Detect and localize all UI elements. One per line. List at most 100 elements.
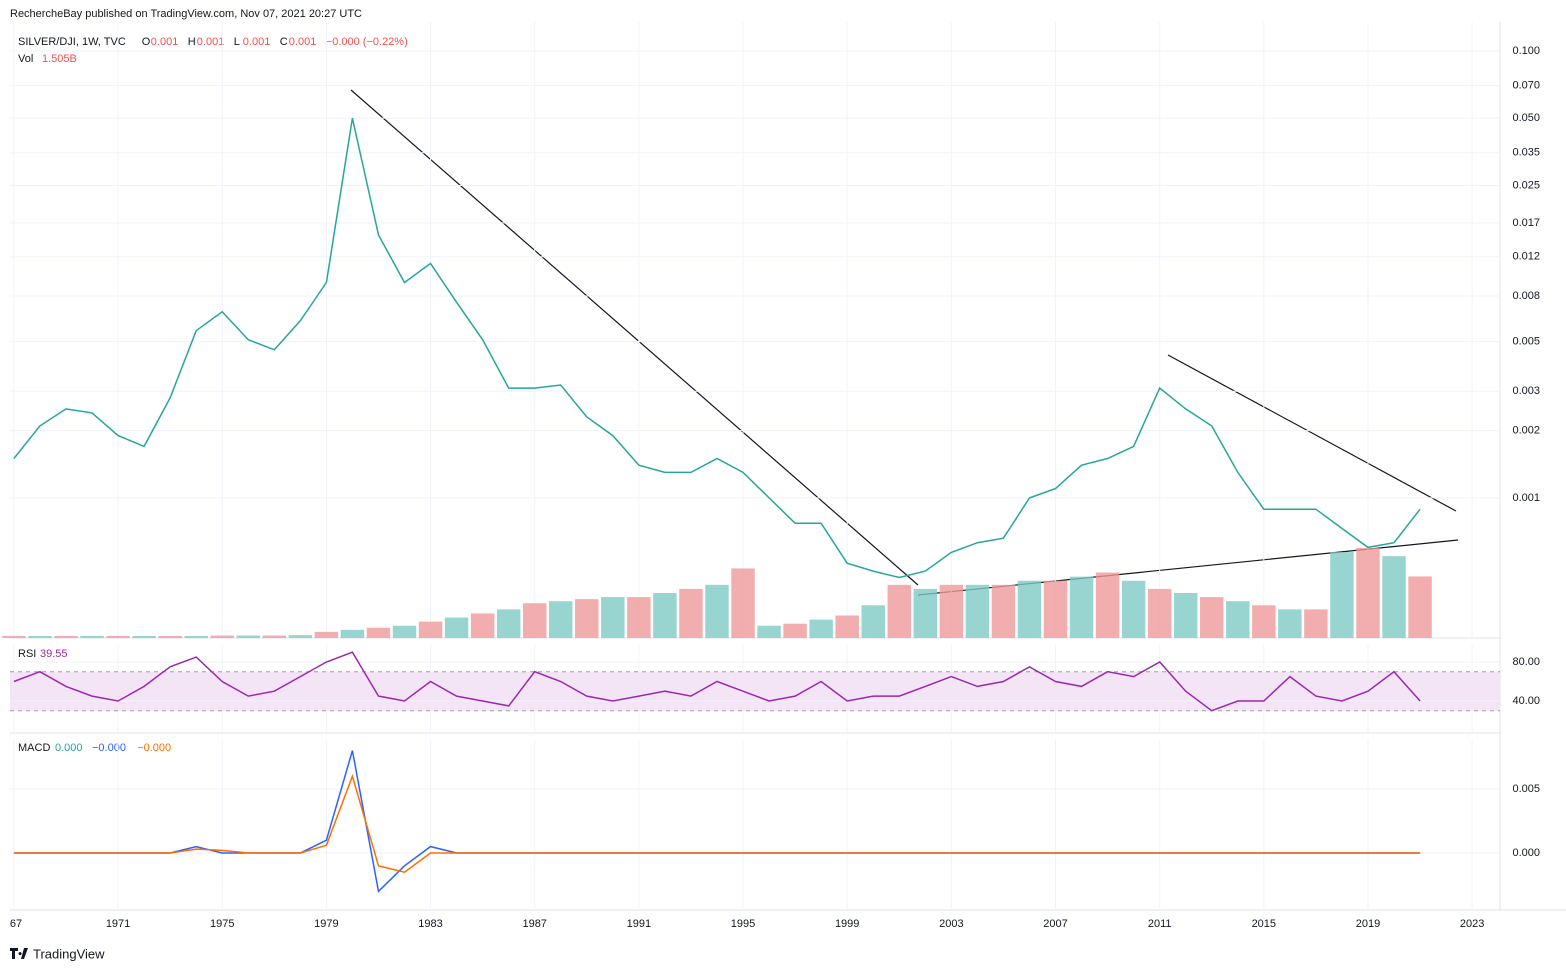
legend-label: Vol: [18, 53, 33, 65]
y-tick-label: 0.005: [1512, 783, 1540, 795]
volume-bar: [210, 635, 234, 638]
volume-bar: [314, 631, 339, 638]
volume-bar: [132, 635, 156, 638]
legend-name: SILVER/DJI, 1W, TVC: [18, 36, 126, 48]
volume-bar: [1017, 580, 1042, 638]
logo: TradingView: [10, 946, 105, 961]
series-line: [13, 651, 1421, 712]
volume-bar: [549, 601, 573, 638]
brand: TradingView: [33, 946, 105, 961]
x-tick-label: 2015: [1252, 918, 1276, 930]
volume-bar: [1408, 576, 1432, 638]
y-tick-label: 0.100: [1512, 45, 1540, 57]
volume-bar: [913, 588, 938, 638]
y-tick-label: 0.002: [1512, 424, 1540, 436]
legend-change: −0.000 (−0.22%): [326, 36, 408, 48]
volume-bar: [1226, 601, 1250, 638]
legend-value: 0.001: [197, 36, 225, 48]
volume-bar: [366, 627, 391, 638]
y-tick-label: 0.005: [1512, 336, 1540, 348]
volume-bar: [1382, 556, 1406, 638]
x-tick-label: 1983: [418, 918, 442, 930]
legend-value: −0.000: [137, 742, 171, 754]
legend-label: RSI: [18, 648, 36, 660]
legend-value: 0.000: [55, 742, 83, 754]
volume-bar: [470, 613, 495, 638]
series-line: [13, 118, 1421, 579]
volume-bar: [1304, 609, 1328, 638]
volume-bar: [28, 635, 52, 638]
x-tick-label: 2023: [1460, 918, 1484, 930]
volume-bar: [184, 635, 208, 638]
volume-bar: [861, 605, 885, 638]
legend-value: 0.001: [243, 36, 271, 48]
volume-bar: [679, 588, 703, 638]
legend-label: H: [188, 36, 196, 48]
volume-bar: [835, 615, 859, 638]
volume-bar: [757, 625, 781, 638]
volume-bar: [158, 635, 182, 638]
volume-bar: [783, 623, 807, 638]
volume-bar: [1069, 576, 1094, 638]
volume-bar: [80, 635, 104, 638]
volume-bar: [288, 635, 313, 638]
volume-bar: [705, 584, 729, 638]
trend-line: [1167, 354, 1457, 512]
volume-bar: [991, 584, 1016, 638]
legend-label: O: [142, 36, 151, 48]
rsi-band: [10, 671, 1500, 711]
legend-label: L: [234, 36, 240, 48]
volume-bar: [1095, 572, 1120, 638]
legend-value: 0.001: [151, 36, 179, 48]
series-line: [13, 750, 1421, 893]
volume-bar: [1252, 605, 1276, 638]
volume-bar: [939, 584, 964, 638]
volume-bar: [1147, 588, 1172, 638]
y-tick-label: 0.008: [1512, 290, 1540, 302]
volume-bar: [809, 619, 833, 638]
x-tick-label: 2011: [1148, 918, 1172, 930]
volume-bar: [1330, 552, 1354, 638]
y-tick-label: 0.035: [1512, 147, 1540, 159]
y-tick-label: 0.012: [1512, 251, 1540, 263]
legend: SILVER/DJI, 1W, TVC O 0.001 H 0.001 L 0.001 C 0.…: [18, 36, 408, 754]
y-tick-label: 0.003: [1512, 385, 1540, 397]
volume-bar: [418, 621, 443, 638]
x-tick-label: 1975: [210, 918, 234, 930]
legend-value: 39.55: [40, 648, 68, 660]
volume-bar: [522, 603, 547, 638]
volume-bar: [627, 597, 651, 638]
volume-bar: [262, 635, 287, 638]
volume-bar: [1356, 548, 1380, 638]
legend-label: MACD: [18, 742, 50, 754]
legend-value: 0.001: [289, 36, 317, 48]
x-tick-label: 2007: [1043, 918, 1067, 930]
volume-bar: [54, 635, 78, 638]
series-line: [13, 773, 1421, 874]
volume-bar: [965, 584, 990, 638]
x-tick-label: 2019: [1356, 918, 1380, 930]
volume-bar: [731, 568, 755, 638]
x-tick-label: 1995: [731, 918, 755, 930]
legend-value: −0.000: [92, 742, 126, 754]
volume-bar: [340, 629, 365, 638]
y-tick-label: 0.017: [1512, 217, 1540, 229]
x-tick-label: 67: [10, 918, 22, 930]
x-tick-label: 1987: [522, 918, 546, 930]
volume-bar: [392, 625, 417, 638]
x-tick-label: 1971: [106, 918, 130, 930]
y-tick-label: 0.001: [1512, 492, 1540, 504]
volume-bar: [236, 635, 260, 638]
y-tick-label: 0.000: [1512, 847, 1540, 859]
x-tick-label: 2003: [939, 918, 963, 930]
y-tick-label: 0.070: [1512, 79, 1540, 91]
volume-bar: [575, 599, 599, 638]
trend-line: [350, 89, 919, 586]
volume-bar: [887, 584, 911, 638]
volume-bar: [496, 609, 521, 638]
volume-bar: [601, 597, 625, 638]
x-tick-label: 1991: [627, 918, 651, 930]
x-tick-label: 1999: [835, 918, 859, 930]
